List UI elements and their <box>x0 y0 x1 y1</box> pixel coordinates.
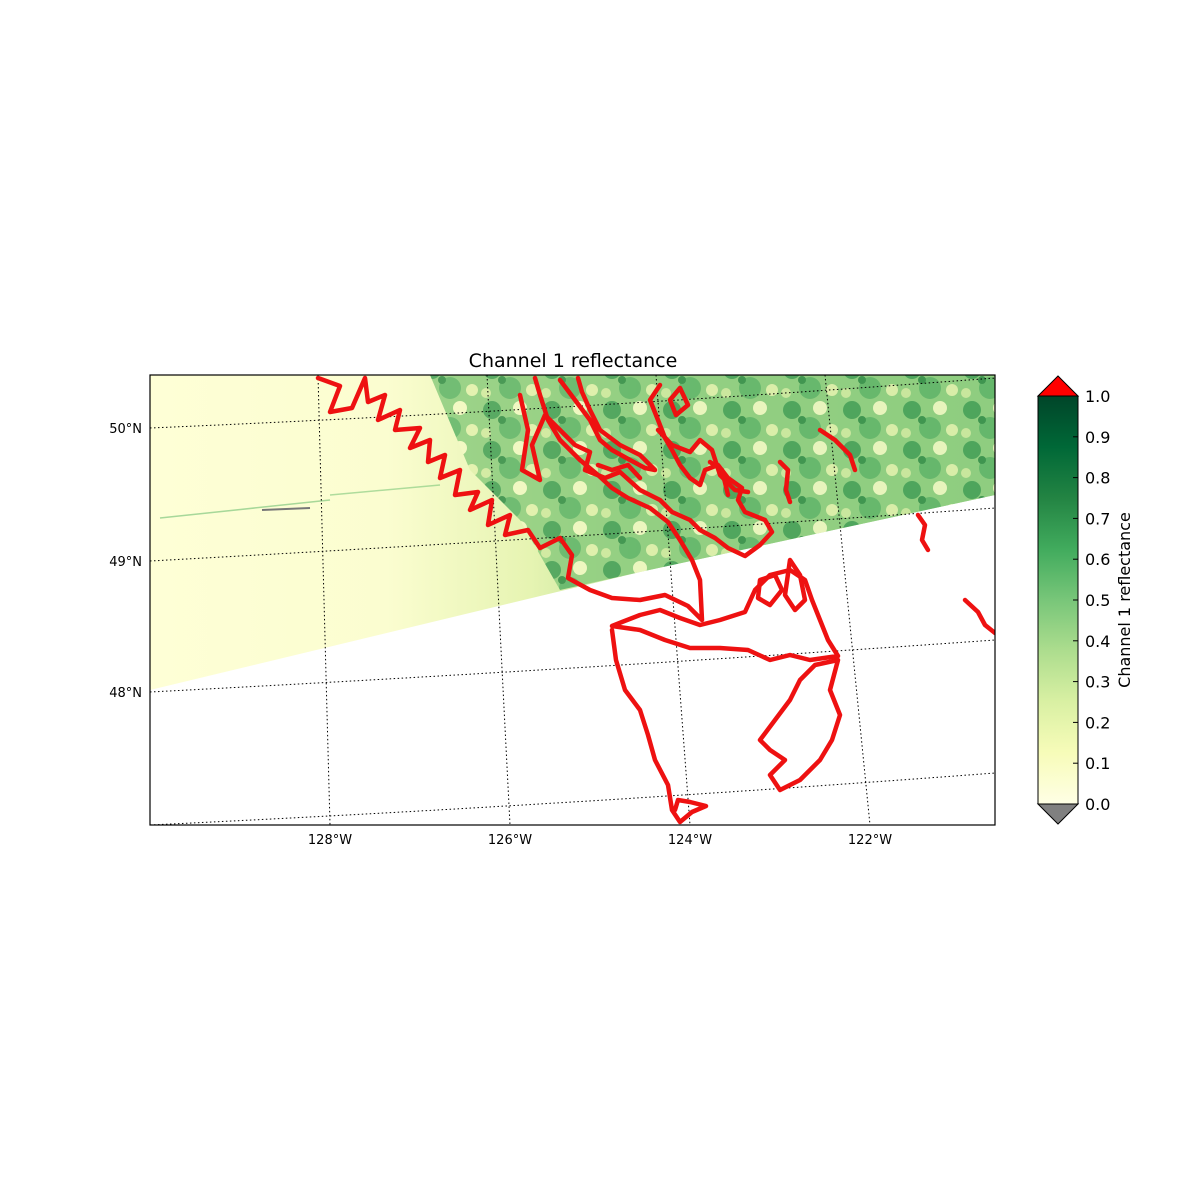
swath-streak <box>159 499 331 519</box>
inlet-coast <box>557 375 658 473</box>
strait-coast <box>609 567 841 663</box>
island-coast <box>667 385 691 418</box>
island-coast <box>782 557 808 613</box>
colorbar: 0.0 0.1 0.2 0.3 0.4 0.5 0.6 0.7 0.8 0.9 1.0 Channe… <box>1036 375 1134 825</box>
colorbar-over-triangle <box>1036 375 1080 397</box>
colorbar-tick-label: 1.0 <box>1085 387 1110 406</box>
lake-coast <box>962 597 995 636</box>
lat-label-48n: 48°N <box>109 686 142 701</box>
reflectance-swath <box>150 375 995 690</box>
meridian-122w <box>824 375 871 825</box>
coastlines <box>315 375 995 825</box>
fjord-coast <box>655 427 751 495</box>
map-frame <box>149 374 996 826</box>
puget-sound-coast <box>757 657 843 793</box>
plot-title: Channel 1 reflectance <box>469 350 678 372</box>
parallel-50n <box>150 377 995 429</box>
olympic-peninsula-coast <box>609 627 709 825</box>
graticule <box>150 375 995 825</box>
meridian-128w <box>317 375 331 825</box>
lon-label-122w: 122°W <box>848 833 892 848</box>
colorbar-tick-label: 0.4 <box>1085 632 1110 651</box>
colorbar-body <box>1037 395 1079 805</box>
lat-label-49n: 49°N <box>109 555 142 570</box>
colorbar-tick-label: 0.8 <box>1085 469 1110 488</box>
fjord-coast <box>707 459 731 498</box>
colorbar-ticks: 0.0 0.1 0.2 0.3 0.4 0.5 0.6 0.7 0.8 0.9 1.0 <box>1073 387 1110 814</box>
parallel-49n <box>150 507 995 562</box>
meridian-126w <box>486 375 511 825</box>
colorbar-under-triangle <box>1036 803 1080 825</box>
colorbar-tick-label: 0.7 <box>1085 509 1110 528</box>
lon-label-128w: 128°W <box>308 833 352 848</box>
parallel-47n <box>150 772 995 825</box>
colorbar-tick-label: 0.1 <box>1085 754 1110 773</box>
lake-coast <box>817 427 858 473</box>
colorbar-tick-label: 0.3 <box>1085 673 1110 692</box>
lake-coast <box>915 512 931 553</box>
no-data-streak <box>261 507 311 511</box>
colorbar-tick-label: 0.2 <box>1085 713 1110 732</box>
lat-label-50n: 50°N <box>109 422 142 437</box>
fjord-coast <box>595 462 643 481</box>
lon-label-126w: 126°W <box>488 833 532 848</box>
colorbar-label: Channel 1 reflectance <box>1115 512 1134 688</box>
lon-label-124w: 124°W <box>668 833 712 848</box>
swath-streak <box>329 484 441 496</box>
swath-cloud-texture <box>430 375 995 590</box>
meridian-124w <box>655 375 691 825</box>
map-axes: 50°N 49°N 48°N 128°W 126°W 124°W 122°W <box>109 374 996 848</box>
colorbar-tick-label: 0.6 <box>1085 550 1110 569</box>
san-juan-island-coast <box>755 572 785 608</box>
parallel-48n <box>150 639 995 693</box>
lake-coast <box>777 459 793 505</box>
colorbar-tick-label: 0.5 <box>1085 591 1110 610</box>
colorbar-tick-label: 0.0 <box>1085 795 1110 814</box>
vancouver-island-coast <box>315 375 705 623</box>
mainland-coast <box>517 382 775 559</box>
colorbar-tick-label: 0.9 <box>1085 428 1110 447</box>
